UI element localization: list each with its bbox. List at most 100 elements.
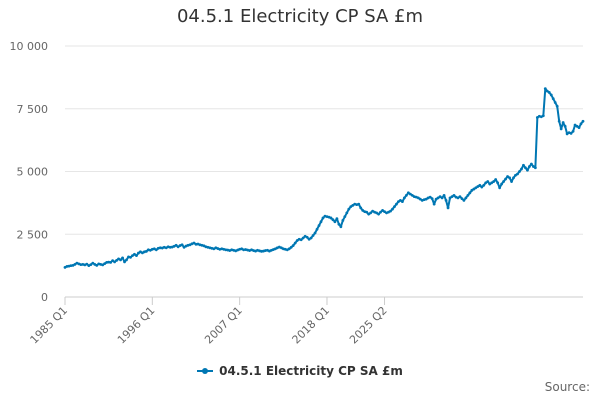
data-point[interactable] — [347, 207, 351, 211]
data-point[interactable] — [428, 195, 432, 199]
data-point[interactable] — [466, 193, 470, 197]
data-point[interactable] — [85, 262, 89, 266]
data-point[interactable] — [510, 180, 513, 183]
data-point[interactable] — [553, 101, 557, 104]
data-point[interactable] — [349, 205, 353, 209]
data-point[interactable] — [299, 238, 303, 242]
data-point[interactable] — [109, 260, 113, 264]
data-point[interactable] — [395, 202, 398, 206]
data-point[interactable] — [514, 173, 517, 177]
data-point[interactable] — [180, 243, 184, 247]
data-point[interactable] — [416, 196, 420, 200]
data-point[interactable] — [115, 258, 118, 262]
data-point[interactable] — [452, 193, 456, 197]
data-point[interactable] — [530, 162, 533, 166]
data-point[interactable] — [478, 183, 482, 187]
data-point[interactable] — [444, 198, 448, 202]
data-point[interactable] — [339, 225, 343, 229]
data-point[interactable] — [571, 129, 575, 133]
data-point[interactable] — [311, 234, 315, 237]
data-point[interactable] — [573, 123, 577, 127]
data-point[interactable] — [480, 185, 484, 189]
data-point[interactable] — [309, 236, 313, 240]
data-point[interactable] — [174, 243, 178, 247]
data-point[interactable] — [133, 252, 136, 256]
data-point[interactable] — [192, 241, 196, 245]
data-point[interactable] — [123, 260, 126, 264]
data-point[interactable] — [331, 218, 335, 222]
data-point[interactable] — [89, 263, 93, 267]
data-point[interactable] — [361, 209, 365, 212]
data-point[interactable] — [125, 258, 128, 262]
data-point[interactable] — [337, 222, 341, 226]
data-point[interactable] — [512, 176, 515, 180]
data-point[interactable] — [305, 235, 309, 239]
data-point[interactable] — [549, 93, 553, 97]
data-point[interactable] — [535, 116, 539, 119]
legend-item[interactable]: 04.5.1 Electricity CP SA £m — [197, 364, 403, 378]
data-point[interactable] — [472, 187, 476, 191]
data-point[interactable] — [508, 176, 511, 180]
data-point[interactable] — [341, 219, 345, 222]
data-point[interactable] — [135, 254, 138, 257]
data-point[interactable] — [113, 260, 117, 264]
data-point[interactable] — [496, 181, 500, 185]
data-point[interactable] — [408, 192, 412, 196]
data-point[interactable] — [430, 197, 434, 201]
data-point[interactable] — [440, 196, 444, 200]
data-point[interactable] — [450, 195, 454, 199]
data-point[interactable] — [121, 256, 124, 260]
data-point[interactable] — [476, 185, 480, 188]
data-point[interactable] — [557, 119, 561, 123]
data-point[interactable] — [335, 217, 339, 221]
data-point[interactable] — [563, 124, 567, 128]
data-point[interactable] — [492, 180, 496, 183]
data-point[interactable] — [321, 216, 325, 220]
data-point[interactable] — [518, 170, 521, 173]
data-point[interactable] — [144, 249, 148, 253]
data-point[interactable] — [287, 247, 291, 251]
data-point[interactable] — [522, 163, 525, 167]
data-point[interactable] — [460, 197, 464, 201]
data-point[interactable] — [502, 180, 506, 183]
data-point[interactable] — [383, 210, 386, 214]
data-point[interactable] — [442, 193, 446, 197]
data-point[interactable] — [486, 180, 490, 183]
data-point[interactable] — [369, 211, 373, 215]
data-point[interactable] — [154, 248, 158, 252]
data-point[interactable] — [506, 175, 509, 178]
data-point[interactable] — [490, 181, 494, 185]
data-point[interactable] — [543, 87, 547, 91]
data-point[interactable] — [291, 244, 295, 247]
data-point[interactable] — [424, 197, 428, 201]
data-point[interactable] — [103, 262, 107, 266]
data-point[interactable] — [541, 114, 545, 118]
data-point[interactable] — [289, 245, 293, 249]
data-point[interactable] — [555, 104, 559, 108]
data-point[interactable] — [389, 209, 392, 213]
data-point[interactable] — [111, 259, 115, 263]
data-point[interactable] — [551, 97, 555, 101]
data-point[interactable] — [357, 202, 361, 206]
data-point[interactable] — [565, 132, 569, 136]
data-point[interactable] — [379, 210, 382, 214]
data-point[interactable] — [520, 167, 523, 171]
data-point[interactable] — [333, 220, 337, 224]
data-point[interactable] — [484, 181, 488, 185]
data-point[interactable] — [482, 183, 486, 187]
data-point[interactable] — [73, 262, 77, 266]
data-point[interactable] — [446, 206, 450, 210]
data-point[interactable] — [317, 224, 321, 227]
data-point[interactable] — [345, 211, 349, 215]
data-point[interactable] — [129, 255, 132, 259]
data-point[interactable] — [569, 131, 573, 135]
data-point[interactable] — [377, 212, 380, 216]
data-point[interactable] — [504, 177, 507, 181]
data-point[interactable] — [524, 166, 527, 170]
data-point[interactable] — [462, 198, 466, 202]
data-point[interactable] — [293, 241, 297, 245]
data-point[interactable] — [438, 195, 442, 199]
data-point[interactable] — [402, 196, 406, 200]
series-group[interactable] — [63, 87, 585, 269]
data-point[interactable] — [95, 263, 99, 267]
